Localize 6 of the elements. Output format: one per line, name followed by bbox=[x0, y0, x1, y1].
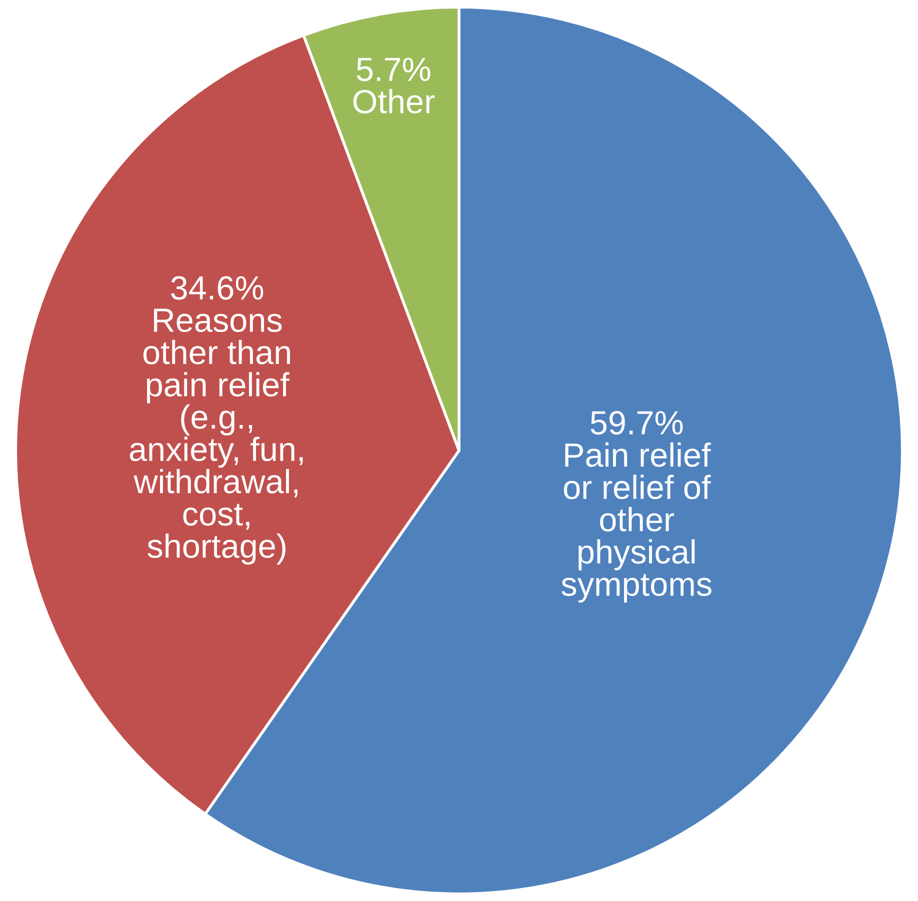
slice-label: Reasons other than pain relief (e.g., anxiety, fun, withdrawal, cost, shortage) bbox=[130, 308, 303, 565]
slice-label: Other bbox=[353, 88, 435, 114]
slice-label: Pain relief or relief of other physical symptoms bbox=[562, 442, 712, 603]
data-label: 34.6% bbox=[171, 276, 264, 300]
data-label: 5.7% bbox=[356, 58, 430, 82]
data-label: 59.7% bbox=[590, 411, 683, 435]
